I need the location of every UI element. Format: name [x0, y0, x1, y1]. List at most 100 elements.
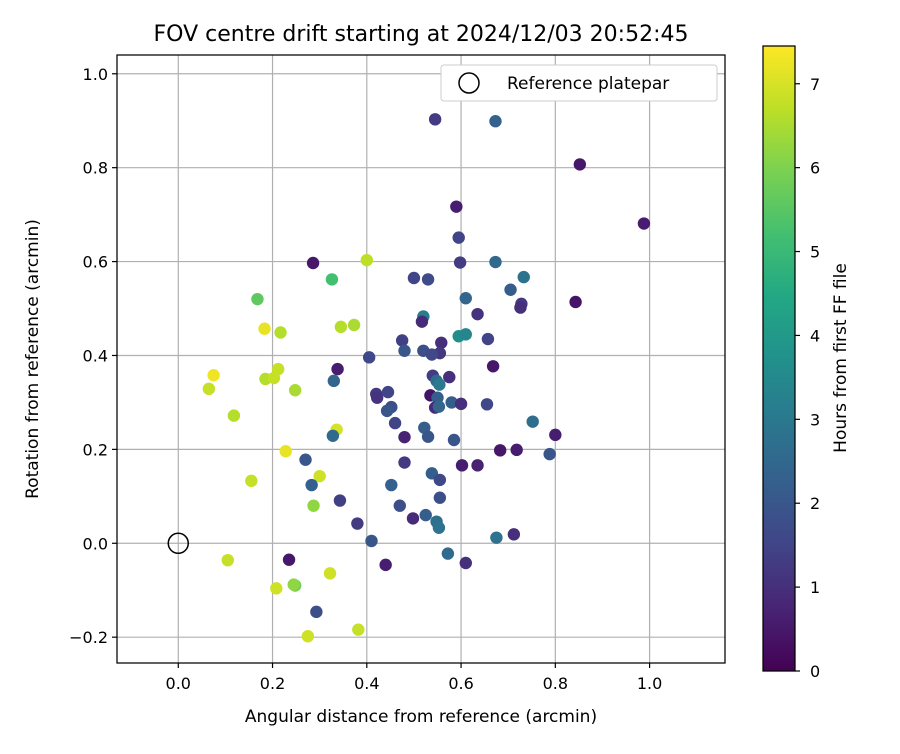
colorbar-tick-label: 6: [810, 159, 820, 178]
plot-frame: [116, 54, 726, 664]
data-point: [459, 328, 472, 341]
data-point: [306, 256, 320, 270]
data-point: [452, 231, 465, 244]
data-point: [288, 384, 302, 397]
data-point: [327, 374, 341, 388]
data-point: [360, 253, 373, 267]
data-point: [334, 320, 348, 334]
data-point: [258, 322, 271, 335]
data-point: [333, 494, 347, 507]
x-tick-label: 0.8: [543, 674, 568, 693]
data-point: [433, 473, 447, 487]
data-point: [489, 255, 502, 269]
colorbar-ticks: 0 1 2 3 4 5 6 7: [795, 75, 820, 681]
data-point: [514, 301, 527, 314]
reference-marker: [167, 532, 190, 555]
colorbar-tick-label: 5: [810, 243, 820, 262]
data-point: [282, 553, 296, 566]
data-point: [313, 469, 326, 483]
y-tick-label: 1.0: [83, 65, 108, 84]
data-point: [207, 368, 220, 382]
data-point: [432, 400, 446, 413]
data-point: [435, 336, 448, 350]
x-tick-label: 0.6: [448, 674, 473, 693]
y-tick-label: 0.8: [83, 159, 108, 178]
legend-label: Reference platepar: [507, 74, 669, 94]
legend-box: [440, 64, 718, 102]
data-point: [245, 474, 258, 488]
data-point: [443, 370, 456, 384]
data-point: [428, 113, 442, 126]
data-point: [393, 499, 406, 512]
data-point: [270, 582, 283, 595]
data-point: [310, 605, 323, 619]
data-point: [507, 528, 521, 541]
data-point: [549, 428, 562, 442]
data-point: [459, 556, 472, 570]
data-point: [331, 362, 344, 376]
data-point: [573, 158, 587, 171]
data-point: [352, 623, 365, 636]
data-point: [569, 295, 582, 309]
colorbar-tick-label: 4: [810, 326, 820, 345]
data-point: [267, 371, 281, 385]
data-point: [450, 200, 463, 213]
data-point: [471, 459, 484, 472]
data-point: [326, 429, 340, 442]
data-point: [425, 348, 439, 361]
data-point: [301, 630, 315, 643]
data-point: [370, 391, 384, 404]
data-point: [510, 443, 523, 457]
data-point: [407, 271, 421, 285]
data-point: [379, 558, 392, 572]
data-point: [504, 283, 517, 296]
data-point: [398, 344, 411, 357]
data-point: [490, 531, 503, 544]
data-point: [481, 332, 495, 346]
data-point: [441, 547, 455, 560]
data-point: [307, 499, 320, 512]
data-point: [274, 326, 287, 339]
y-ticks: −0.2 0.0 0.2 0.4 0.6 0.8 1.0: [69, 65, 117, 647]
data-point: [447, 433, 461, 447]
data-point: [362, 351, 376, 364]
data-point: [398, 430, 411, 444]
colorbar-tick-label: 0: [810, 662, 820, 681]
data-point: [406, 512, 420, 525]
data-point: [454, 397, 468, 411]
y-tick-label: 0.6: [83, 253, 108, 272]
data-point: [325, 273, 339, 286]
x-ticks: 0.0 0.2 0.4 0.6 0.8 1.0: [166, 663, 662, 693]
data-point: [486, 360, 500, 373]
data-point: [455, 459, 469, 472]
data-point: [380, 404, 394, 418]
y-tick-label: 0.2: [83, 440, 108, 459]
data-point: [489, 114, 502, 128]
x-axis-label: Angular distance from reference (arcmin): [245, 707, 597, 727]
data-point: [305, 478, 318, 492]
data-point: [459, 292, 472, 305]
chart-title: FOV centre drift starting at 2024/12/03 …: [154, 22, 689, 47]
colorbar-tick-label: 2: [810, 494, 820, 513]
data-point: [415, 315, 429, 328]
y-axis-label: Rotation from reference (arcmin): [23, 219, 43, 499]
data-point: [471, 307, 484, 321]
data-point: [445, 396, 458, 409]
y-tick-label: 0.4: [83, 346, 108, 365]
data-point: [543, 447, 556, 461]
x-tick-label: 1.0: [637, 674, 662, 693]
colorbar-tick-label: 1: [810, 578, 820, 597]
data-point: [385, 478, 398, 492]
data-point: [365, 534, 378, 548]
x-tick-label: 0.0: [166, 674, 191, 693]
data-point: [381, 385, 395, 399]
colorbar-tick-label: 7: [810, 75, 820, 94]
grid: [117, 55, 725, 663]
colorbar-gradient: [762, 45, 796, 672]
x-tick-label: 0.4: [354, 674, 379, 693]
colorbar: 0 1 2 3 4 5 6 7 Hours from first FF file: [762, 45, 851, 681]
data-point: [421, 430, 435, 443]
data-point: [287, 578, 300, 591]
data-point: [351, 517, 364, 530]
